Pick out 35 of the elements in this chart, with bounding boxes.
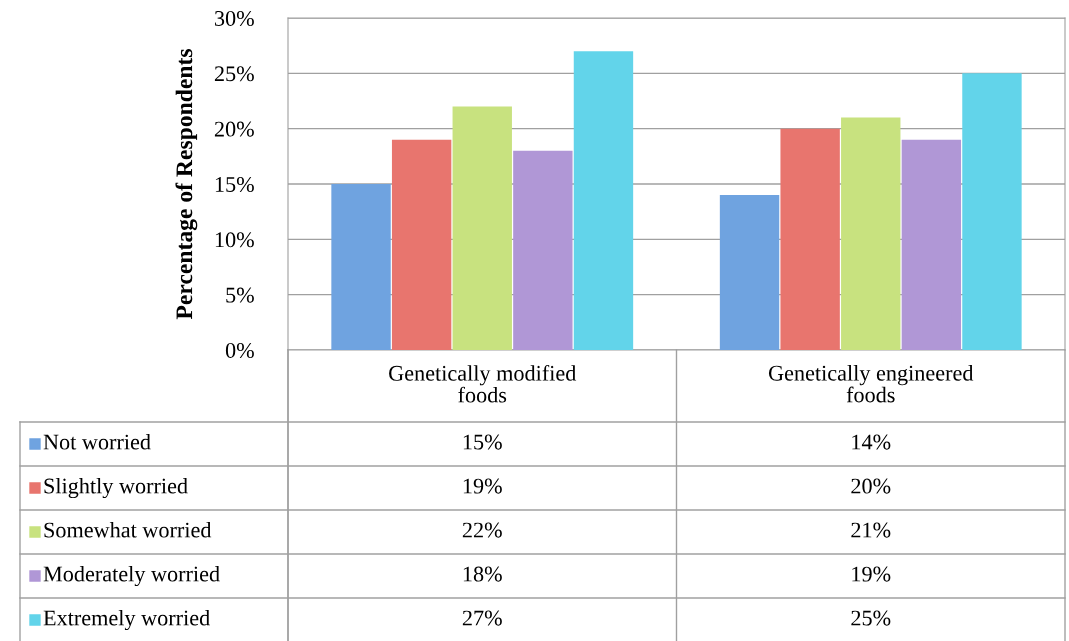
x-tick-label: Genetically modified foods: [389, 364, 577, 403]
data-label: 14%: [852, 434, 891, 450]
bar: [962, 73, 1022, 350]
data-label: 19%: [852, 566, 891, 582]
bar: [573, 51, 634, 350]
y-axis-title: Percentage of Respondents: [175, 49, 198, 320]
x-tick-label: Genetically engineered foods: [768, 365, 974, 403]
data-label: 19%: [463, 478, 502, 494]
y-tick-label: 20%: [214, 121, 254, 137]
bar: [719, 195, 780, 350]
legend-label: Extremely worried: [43, 609, 210, 631]
data-label: 25%: [851, 610, 891, 626]
legend-label: Somewhat worried: [44, 521, 212, 538]
data-label: 20%: [851, 478, 891, 494]
y-tick-label: 0%: [225, 342, 254, 358]
legend-label: Moderately worried: [43, 565, 220, 587]
y-tick-label: 10%: [215, 232, 254, 248]
data-label: 18%: [463, 566, 502, 582]
y-tick-label: 15%: [215, 176, 254, 192]
bar: [391, 139, 452, 350]
data-label: 15%: [463, 434, 502, 450]
bar: [513, 150, 573, 350]
bar: [331, 184, 391, 350]
legend-label: Slightly worried: [44, 477, 188, 499]
data-label: 27%: [462, 610, 502, 626]
data-label: 22%: [462, 522, 502, 538]
bar: [452, 106, 512, 350]
bar: [901, 139, 962, 350]
bar: [841, 117, 901, 350]
legend-label: Not worried: [43, 433, 151, 450]
bar: [780, 128, 840, 350]
y-tick-label: 30%: [215, 10, 254, 26]
y-tick-label: 25%: [214, 66, 254, 82]
y-tick-label: 5%: [226, 287, 254, 303]
data-label: 21%: [851, 522, 891, 538]
